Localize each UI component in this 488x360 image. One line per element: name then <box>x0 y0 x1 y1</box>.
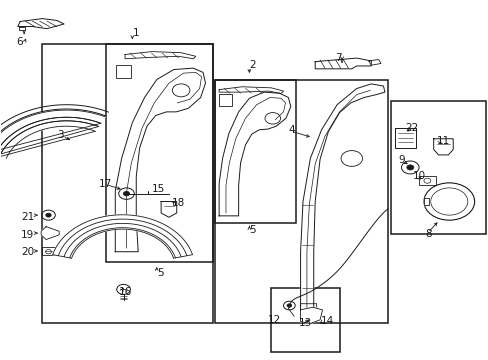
Bar <box>390 101 485 234</box>
Text: 21: 21 <box>21 212 34 221</box>
Bar <box>116 65 131 78</box>
Text: 16: 16 <box>119 287 132 297</box>
Polygon shape <box>18 19 64 29</box>
Polygon shape <box>125 51 195 59</box>
Text: 14: 14 <box>320 316 333 325</box>
Polygon shape <box>161 202 176 217</box>
Text: 3: 3 <box>57 130 63 140</box>
Text: 6: 6 <box>16 37 23 47</box>
Polygon shape <box>368 59 380 65</box>
Polygon shape <box>41 226 59 239</box>
Bar <box>105 44 212 262</box>
Polygon shape <box>115 68 205 252</box>
Text: 9: 9 <box>397 155 404 165</box>
Text: 19: 19 <box>21 230 34 239</box>
Polygon shape <box>219 87 283 94</box>
Text: 5: 5 <box>249 225 256 235</box>
Bar <box>271 288 339 352</box>
Bar <box>219 94 232 107</box>
Polygon shape <box>300 84 384 318</box>
Bar <box>41 247 55 255</box>
Circle shape <box>406 165 413 170</box>
Polygon shape <box>433 139 452 155</box>
Polygon shape <box>300 307 322 323</box>
Bar <box>42 44 212 323</box>
Text: 10: 10 <box>412 171 425 181</box>
Polygon shape <box>219 92 290 216</box>
Text: 13: 13 <box>299 319 312 328</box>
Polygon shape <box>300 304 316 318</box>
Polygon shape <box>0 110 105 156</box>
Text: 12: 12 <box>267 315 280 325</box>
Text: 20: 20 <box>21 247 34 257</box>
Polygon shape <box>394 128 415 148</box>
Polygon shape <box>53 215 192 258</box>
Polygon shape <box>0 121 99 158</box>
Text: 15: 15 <box>152 184 165 194</box>
Text: 7: 7 <box>334 53 341 63</box>
Circle shape <box>123 191 129 196</box>
Polygon shape <box>19 27 25 30</box>
Bar <box>215 80 387 323</box>
Text: 11: 11 <box>436 136 449 145</box>
Text: 1: 1 <box>132 28 139 38</box>
Text: 22: 22 <box>405 123 418 133</box>
Circle shape <box>286 304 291 307</box>
Circle shape <box>46 213 51 217</box>
Polygon shape <box>423 198 428 205</box>
Text: 18: 18 <box>171 198 184 208</box>
Text: 8: 8 <box>424 229 430 239</box>
Text: 4: 4 <box>288 125 294 135</box>
Bar <box>418 176 435 185</box>
Text: 5: 5 <box>157 268 163 278</box>
Text: 2: 2 <box>249 60 256 70</box>
Polygon shape <box>0 117 101 157</box>
Text: 17: 17 <box>99 179 112 189</box>
Polygon shape <box>315 58 370 69</box>
Bar <box>215 80 295 223</box>
